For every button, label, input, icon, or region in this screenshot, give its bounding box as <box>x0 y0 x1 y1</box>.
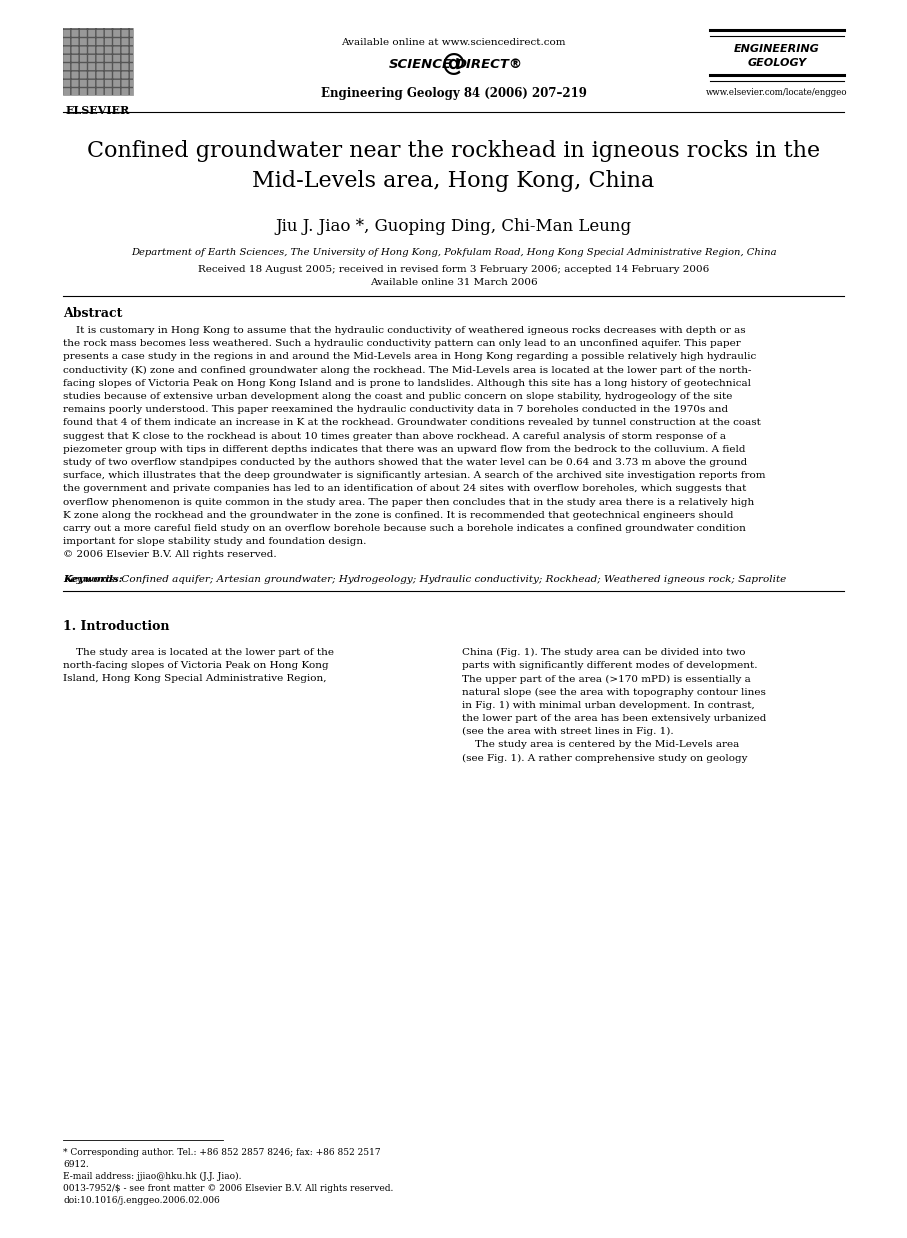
Text: study of two overflow standpipes conducted by the authors showed that the water : study of two overflow standpipes conduct… <box>63 458 747 467</box>
Text: carry out a more careful field study on an overflow borehole because such a bore: carry out a more careful field study on … <box>63 524 746 534</box>
Text: It is customary in Hong Kong to assume that the hydraulic conductivity of weathe: It is customary in Hong Kong to assume t… <box>63 326 746 335</box>
Text: Keywords: Confined aquifer; Artesian groundwater; Hydrogeology; Hydraulic conduc: Keywords: Confined aquifer; Artesian gro… <box>63 574 786 584</box>
Text: the government and private companies has led to an identification of about 24 si: the government and private companies has… <box>63 484 746 494</box>
Text: 1. Introduction: 1. Introduction <box>63 620 170 633</box>
Text: Department of Earth Sciences, The University of Hong Kong, Pokfulam Road, Hong K: Department of Earth Sciences, The Univer… <box>131 248 776 258</box>
Text: remains poorly understood. This paper reexamined the hydraulic conductivity data: remains poorly understood. This paper re… <box>63 405 728 415</box>
Bar <box>63 28 133 95</box>
Text: Engineering Geology 84 (2006) 207–219: Engineering Geology 84 (2006) 207–219 <box>320 87 587 100</box>
Text: 6912.: 6912. <box>63 1160 89 1169</box>
Text: Available online 31 March 2006: Available online 31 March 2006 <box>370 279 537 287</box>
Text: piezometer group with tips in different depths indicates that there was an upwar: piezometer group with tips in different … <box>63 444 746 454</box>
Text: in Fig. 1) with minimal urban development. In contrast,: in Fig. 1) with minimal urban developmen… <box>462 701 755 709</box>
Text: GEOLOGY: GEOLOGY <box>747 58 806 68</box>
Text: The upper part of the area (>170 mPD) is essentially a: The upper part of the area (>170 mPD) is… <box>462 675 751 683</box>
Text: China (Fig. 1). The study area can be divided into two: China (Fig. 1). The study area can be di… <box>462 647 746 657</box>
Text: Abstract: Abstract <box>63 307 122 319</box>
Text: doi:10.1016/j.enggeo.2006.02.006: doi:10.1016/j.enggeo.2006.02.006 <box>63 1196 219 1205</box>
Text: (see Fig. 1). A rather comprehensive study on geology: (see Fig. 1). A rather comprehensive stu… <box>462 754 747 763</box>
Text: © 2006 Elsevier B.V. All rights reserved.: © 2006 Elsevier B.V. All rights reserved… <box>63 551 277 560</box>
Text: E-mail address: jjiao@hku.hk (J.J. Jiao).: E-mail address: jjiao@hku.hk (J.J. Jiao)… <box>63 1172 241 1181</box>
Text: The study area is centered by the Mid-Levels area: The study area is centered by the Mid-Le… <box>462 740 739 749</box>
Bar <box>63 28 133 95</box>
Text: @: @ <box>442 52 465 76</box>
Text: (see the area with street lines in Fig. 1).: (see the area with street lines in Fig. … <box>462 727 674 737</box>
Text: studies because of extensive urban development along the coast and public concer: studies because of extensive urban devel… <box>63 392 732 401</box>
Text: ENGINEERING: ENGINEERING <box>734 45 820 54</box>
Text: parts with significantly different modes of development.: parts with significantly different modes… <box>462 661 757 670</box>
Text: Available online at www.sciencedirect.com: Available online at www.sciencedirect.co… <box>341 38 566 47</box>
Text: north-facing slopes of Victoria Peak on Hong Kong: north-facing slopes of Victoria Peak on … <box>63 661 328 670</box>
Text: Confined groundwater near the rockhead in igneous rocks in the: Confined groundwater near the rockhead i… <box>87 140 820 162</box>
Text: DIRECT®: DIRECT® <box>455 58 522 71</box>
Text: * Corresponding author. Tel.: +86 852 2857 8246; fax: +86 852 2517: * Corresponding author. Tel.: +86 852 28… <box>63 1148 381 1158</box>
Text: Mid-Levels area, Hong Kong, China: Mid-Levels area, Hong Kong, China <box>252 170 655 192</box>
Text: 0013-7952/$ - see front matter © 2006 Elsevier B.V. All rights reserved.: 0013-7952/$ - see front matter © 2006 El… <box>63 1184 394 1193</box>
Text: The study area is located at the lower part of the: The study area is located at the lower p… <box>63 647 334 657</box>
Text: www.elsevier.com/locate/enggeo: www.elsevier.com/locate/enggeo <box>707 88 848 97</box>
Text: Keywords:: Keywords: <box>63 574 122 584</box>
Text: suggest that K close to the rockhead is about 10 times greater than above rockhe: suggest that K close to the rockhead is … <box>63 432 726 441</box>
Text: SCIENCE: SCIENCE <box>388 58 452 71</box>
Text: the lower part of the area has been extensively urbanized: the lower part of the area has been exte… <box>462 714 766 723</box>
Text: found that 4 of them indicate an increase in K at the rockhead. Groundwater cond: found that 4 of them indicate an increas… <box>63 418 761 427</box>
Text: K zone along the rockhead and the groundwater in the zone is confined. It is rec: K zone along the rockhead and the ground… <box>63 511 734 520</box>
Text: conductivity (K) zone and confined groundwater along the rockhead. The Mid-Level: conductivity (K) zone and confined groun… <box>63 365 752 375</box>
Text: surface, which illustrates that the deep groundwater is significantly artesian. : surface, which illustrates that the deep… <box>63 472 766 480</box>
Text: natural slope (see the area with topography contour lines: natural slope (see the area with topogra… <box>462 687 766 697</box>
Text: overflow phenomenon is quite common in the study area. The paper then concludes : overflow phenomenon is quite common in t… <box>63 498 755 506</box>
Text: important for slope stability study and foundation design.: important for slope stability study and … <box>63 537 366 546</box>
Text: ELSEVIER: ELSEVIER <box>66 105 130 116</box>
Text: the rock mass becomes less weathered. Such a hydraulic conductivity pattern can : the rock mass becomes less weathered. Su… <box>63 339 741 348</box>
Text: Received 18 August 2005; received in revised form 3 February 2006; accepted 14 F: Received 18 August 2005; received in rev… <box>198 265 709 274</box>
Text: presents a case study in the regions in and around the Mid-Levels area in Hong K: presents a case study in the regions in … <box>63 353 756 361</box>
Text: Island, Hong Kong Special Administrative Region,: Island, Hong Kong Special Administrative… <box>63 675 327 683</box>
Text: facing slopes of Victoria Peak on Hong Kong Island and is prone to landslides. A: facing slopes of Victoria Peak on Hong K… <box>63 379 751 387</box>
Text: Jiu J. Jiao *, Guoping Ding, Chi-Man Leung: Jiu J. Jiao *, Guoping Ding, Chi-Man Leu… <box>276 218 631 235</box>
